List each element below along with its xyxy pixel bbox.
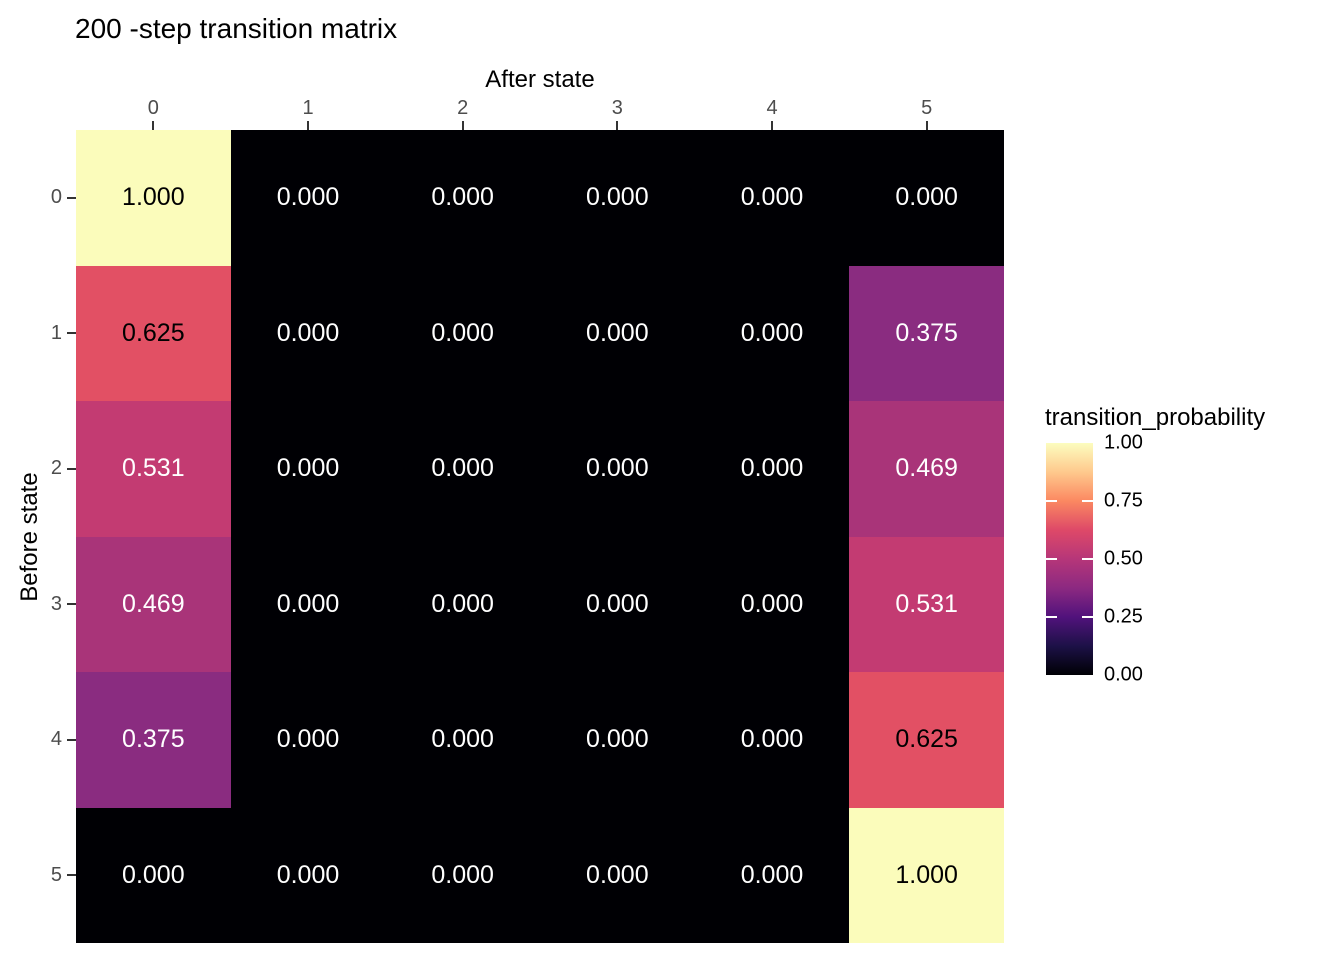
y-tick-row: 4 xyxy=(0,672,76,808)
heatmap-cell: 0.000 xyxy=(540,536,695,672)
x-tick-label: 3 xyxy=(611,97,623,119)
y-tick-mark-line xyxy=(67,196,76,199)
heatmap-cell: 0.000 xyxy=(540,807,695,943)
x-tick-marks xyxy=(76,121,1004,130)
x-tick-mark-line xyxy=(771,121,774,130)
legend-tick-label: 0.75 xyxy=(1104,489,1143,512)
heatmap-cell: 0.000 xyxy=(694,672,850,808)
y-tick-row: 1 xyxy=(0,266,76,402)
x-tick-mark-line xyxy=(461,121,464,130)
heatmap-cell: 0.000 xyxy=(230,672,386,808)
heatmap-cell: 0.000 xyxy=(694,130,850,266)
y-tick-mark-line xyxy=(67,603,76,606)
heatmap-cell: 0.000 xyxy=(540,265,695,401)
heatmap-cell: 0.000 xyxy=(230,536,386,672)
heatmap-cell: 0.000 xyxy=(230,401,386,537)
y-tick-row: 2 xyxy=(0,401,76,537)
y-tick-label: 2 xyxy=(50,457,62,480)
heatmap-cell: 0.000 xyxy=(540,130,695,266)
legend-tick-mark xyxy=(1082,500,1093,502)
heatmap-cell: 0.531 xyxy=(849,536,1004,672)
heatmap-cell: 0.000 xyxy=(385,401,540,537)
y-axis: 0 1 2 3 4 5 xyxy=(0,130,76,943)
x-tick-mark xyxy=(540,121,695,130)
heatmap-cell: 0.000 xyxy=(230,265,386,401)
heatmap-cell: 0.000 xyxy=(694,265,850,401)
x-tick-label: 2 xyxy=(457,97,469,119)
y-tick-mark-line xyxy=(67,874,76,877)
x-tick-mark-line xyxy=(925,121,928,130)
heatmap-cell: 1.000 xyxy=(849,807,1004,943)
legend-tick-label: 0.50 xyxy=(1104,547,1143,570)
heatmap-cell: 0.375 xyxy=(849,265,1004,401)
heatmap-cell: 0.000 xyxy=(385,536,540,672)
legend-tick-mark xyxy=(1046,616,1057,618)
chart-title: 200 -step transition matrix xyxy=(75,13,398,44)
heatmap-cell: 0.000 xyxy=(230,130,386,266)
x-tick-mark xyxy=(849,121,1004,130)
legend-tick-label: 0.25 xyxy=(1104,605,1143,628)
y-tick-row: 0 xyxy=(0,130,76,266)
y-tick-row: 3 xyxy=(0,537,76,673)
legend-tick-mark xyxy=(1082,558,1093,560)
x-tick-mark-line xyxy=(152,121,155,130)
y-tick-mark-line xyxy=(67,467,76,470)
heatmap-cell: 0.000 xyxy=(76,807,231,943)
legend-tick-label: 0.00 xyxy=(1104,663,1143,686)
y-axis-title: Before state xyxy=(16,472,43,602)
x-tick-mark-line xyxy=(307,121,309,130)
legend-tick-mark xyxy=(1046,558,1057,560)
legend-tick-label: 1.00 xyxy=(1104,431,1143,454)
x-tick-label: 4 xyxy=(766,97,778,119)
heatmap-cell: 0.531 xyxy=(76,401,231,537)
y-tick-label: 5 xyxy=(50,863,62,886)
x-tick-label: 1 xyxy=(302,97,314,119)
y-tick-label: 0 xyxy=(50,186,62,209)
heatmap-cell: 0.000 xyxy=(849,130,1004,266)
heatmap-cell: 0.000 xyxy=(230,807,386,943)
heatmap-cell: 0.000 xyxy=(694,536,850,672)
legend-title: transition_probability xyxy=(1045,404,1266,431)
heatmap-cell: 0.375 xyxy=(76,672,231,808)
y-tick-label: 3 xyxy=(50,592,62,615)
x-tick-mark xyxy=(76,121,231,130)
legend-tick-mark xyxy=(1046,500,1057,502)
legend-colorbar xyxy=(1046,443,1093,675)
heatmap-cell: 1.000 xyxy=(76,130,231,266)
heatmap-cell: 0.000 xyxy=(385,807,540,943)
y-tick-mark-line xyxy=(67,332,76,335)
heatmap-cell: 0.000 xyxy=(540,401,695,537)
heatmap-cell: 0.469 xyxy=(76,536,231,672)
heatmap-cell: 0.469 xyxy=(849,401,1004,537)
y-tick-mark-line xyxy=(67,738,76,741)
heatmap-cell: 0.625 xyxy=(849,672,1004,808)
heatmap-cell: 0.000 xyxy=(385,265,540,401)
legend-tick-labels: 1.00 0.75 0.50 0.25 0.00 xyxy=(1104,432,1174,686)
x-axis-title: After state xyxy=(485,66,595,93)
x-tick-labels: 0 1 2 3 4 5 xyxy=(76,95,1004,121)
y-tick-row: 5 xyxy=(0,808,76,944)
heatmap-cell: 0.000 xyxy=(385,130,540,266)
heatmap-cell: 0.000 xyxy=(694,401,850,537)
x-tick-mark-line xyxy=(616,121,619,130)
heatmap-cell: 0.000 xyxy=(694,807,850,943)
heatmap-cell: 0.625 xyxy=(76,265,231,401)
x-tick-mark xyxy=(231,121,386,130)
x-tick-mark xyxy=(695,121,850,130)
heatmap-cell: 0.000 xyxy=(540,672,695,808)
y-tick-label: 1 xyxy=(50,321,62,344)
x-tick-label: 5 xyxy=(921,97,933,119)
y-tick-label: 4 xyxy=(50,728,62,751)
heatmap-cell: 0.000 xyxy=(385,672,540,808)
heatmap-panel: 1.000 0.000 0.000 0.000 0.000 0.000 0.625 0.000… xyxy=(76,130,1004,943)
legend-tick-mark xyxy=(1082,616,1093,618)
x-tick-label: 0 xyxy=(147,97,159,119)
x-tick-mark xyxy=(385,121,540,130)
